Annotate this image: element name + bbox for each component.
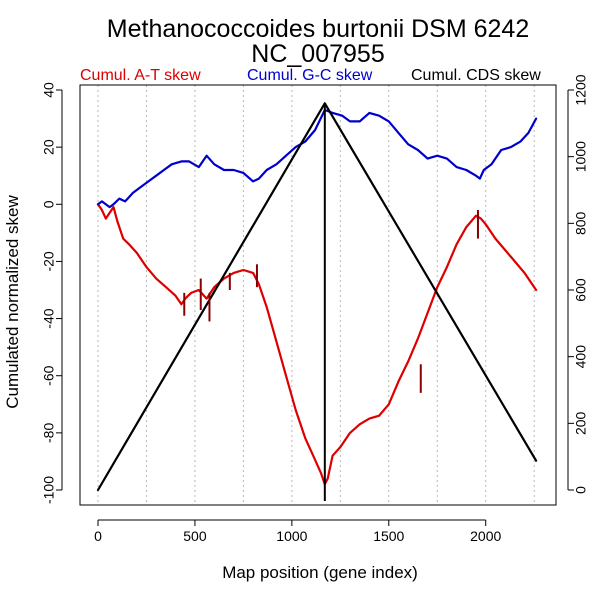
x-tick-label: 1500 xyxy=(373,528,404,544)
chart-subtitle: NC_007955 xyxy=(251,40,384,68)
x-tick-label: 1000 xyxy=(276,528,307,544)
plot-frame xyxy=(79,84,557,506)
x-tick-label: 2000 xyxy=(470,528,501,544)
x-tick-label: 500 xyxy=(183,528,207,544)
grid-lines xyxy=(97,85,535,505)
legend-cds-skew: Cumul. CDS skew xyxy=(411,67,541,84)
chart-title: Methanococcoides burtonii DSM 6242 xyxy=(107,15,529,43)
y-tick-label: -100 xyxy=(41,476,57,504)
legend-at-skew: Cumul. A-T skew xyxy=(80,67,201,84)
y2-tick-label: 400 xyxy=(573,345,589,369)
y-tick-label: -20 xyxy=(41,251,57,271)
y2-tick-label: 600 xyxy=(573,278,589,302)
y2-tick-label: 0 xyxy=(573,486,589,494)
y2-tick-label: 1000 xyxy=(573,141,589,172)
y-tick-label: -80 xyxy=(41,423,57,443)
at-skew-line xyxy=(96,203,538,486)
axes: 0 500 1000 1500 2000-100-80-60-40-2002040020… xyxy=(41,74,589,544)
y2-tick-label: 200 xyxy=(573,411,589,435)
y-tick-label: 40 xyxy=(41,82,57,98)
y2-tick-label: 800 xyxy=(573,211,589,235)
cds-skew-line xyxy=(96,102,538,492)
y-tick-label: -60 xyxy=(41,365,57,385)
y2-tick-label: 1200 xyxy=(573,74,589,105)
gc-skew-line xyxy=(96,108,538,209)
x-tick-label: 0 xyxy=(94,528,102,544)
y-tick-label: -40 xyxy=(41,308,57,328)
y-tick-label: 0 xyxy=(41,200,57,208)
x-axis-title: Map position (gene index) xyxy=(222,563,418,582)
series-layer xyxy=(96,102,538,501)
legend-gc-skew: Cumul. G-C skew xyxy=(247,67,373,84)
y-tick-label: 20 xyxy=(41,139,57,155)
y-axis-title: Cumulated normalized skew xyxy=(3,195,22,409)
